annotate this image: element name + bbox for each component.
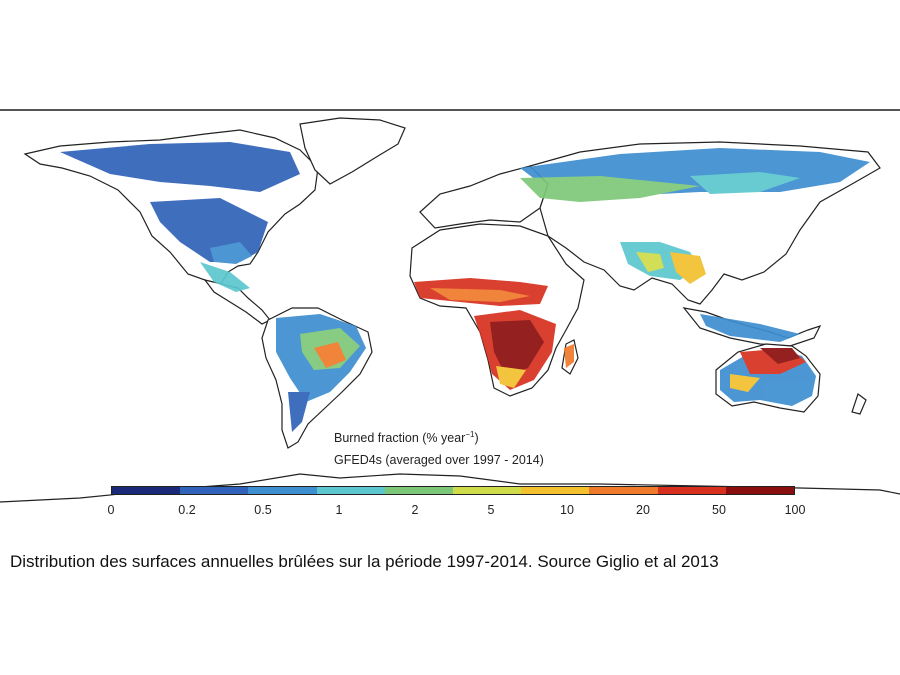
- legend-title: Burned fraction (% year−1): [334, 430, 479, 445]
- top-divider: [0, 109, 900, 111]
- burned-area-map: Burned fraction (% year−1) GFED4s (avera…: [0, 112, 900, 532]
- colorbar-tick-label: 50: [712, 503, 726, 517]
- colorbar-segment: [248, 487, 317, 494]
- colorbar-tick-label: 2: [411, 503, 419, 517]
- colorbar-segment: [180, 487, 249, 494]
- colorbar-tick-label: 100: [784, 503, 806, 517]
- colorbar-tick-label: 20: [636, 503, 650, 517]
- colorbar-tick-label: 1: [335, 503, 343, 517]
- colorbar: [111, 486, 795, 495]
- colorbar-tick-label: 0.2: [178, 503, 196, 517]
- new-zealand-outline: [851, 393, 867, 415]
- europe-outline: [419, 165, 549, 229]
- colorbar-tick-label: 0: [107, 503, 115, 517]
- colorbar-segment: [453, 487, 522, 494]
- colorbar-segment: [316, 487, 385, 494]
- world-map-svg: [0, 117, 900, 503]
- colorbar-segment: [112, 487, 181, 494]
- burned-fraction-fields: [60, 142, 870, 432]
- legend-title-close: ): [474, 431, 479, 446]
- colorbar-segment: [384, 487, 454, 494]
- dataset-note: GFED4s (averaged over 1997 - 2014): [334, 453, 544, 467]
- colorbar-segment: [589, 487, 658, 494]
- legend-title-exponent: −1: [465, 430, 475, 439]
- figure-caption: Distribution des surfaces annuelles brûl…: [10, 552, 719, 571]
- colorbar-segment: [725, 487, 795, 494]
- legend-title-text: Burned fraction (% year: [334, 431, 466, 446]
- colorbar-tick-label: 5: [487, 503, 495, 517]
- greenland-outline: [299, 117, 406, 185]
- colorbar-segment: [521, 487, 590, 494]
- colorbar-segment: [657, 487, 726, 494]
- colorbar-tick-label: 0.5: [254, 503, 272, 517]
- colorbar-tick-label: 10: [560, 503, 574, 517]
